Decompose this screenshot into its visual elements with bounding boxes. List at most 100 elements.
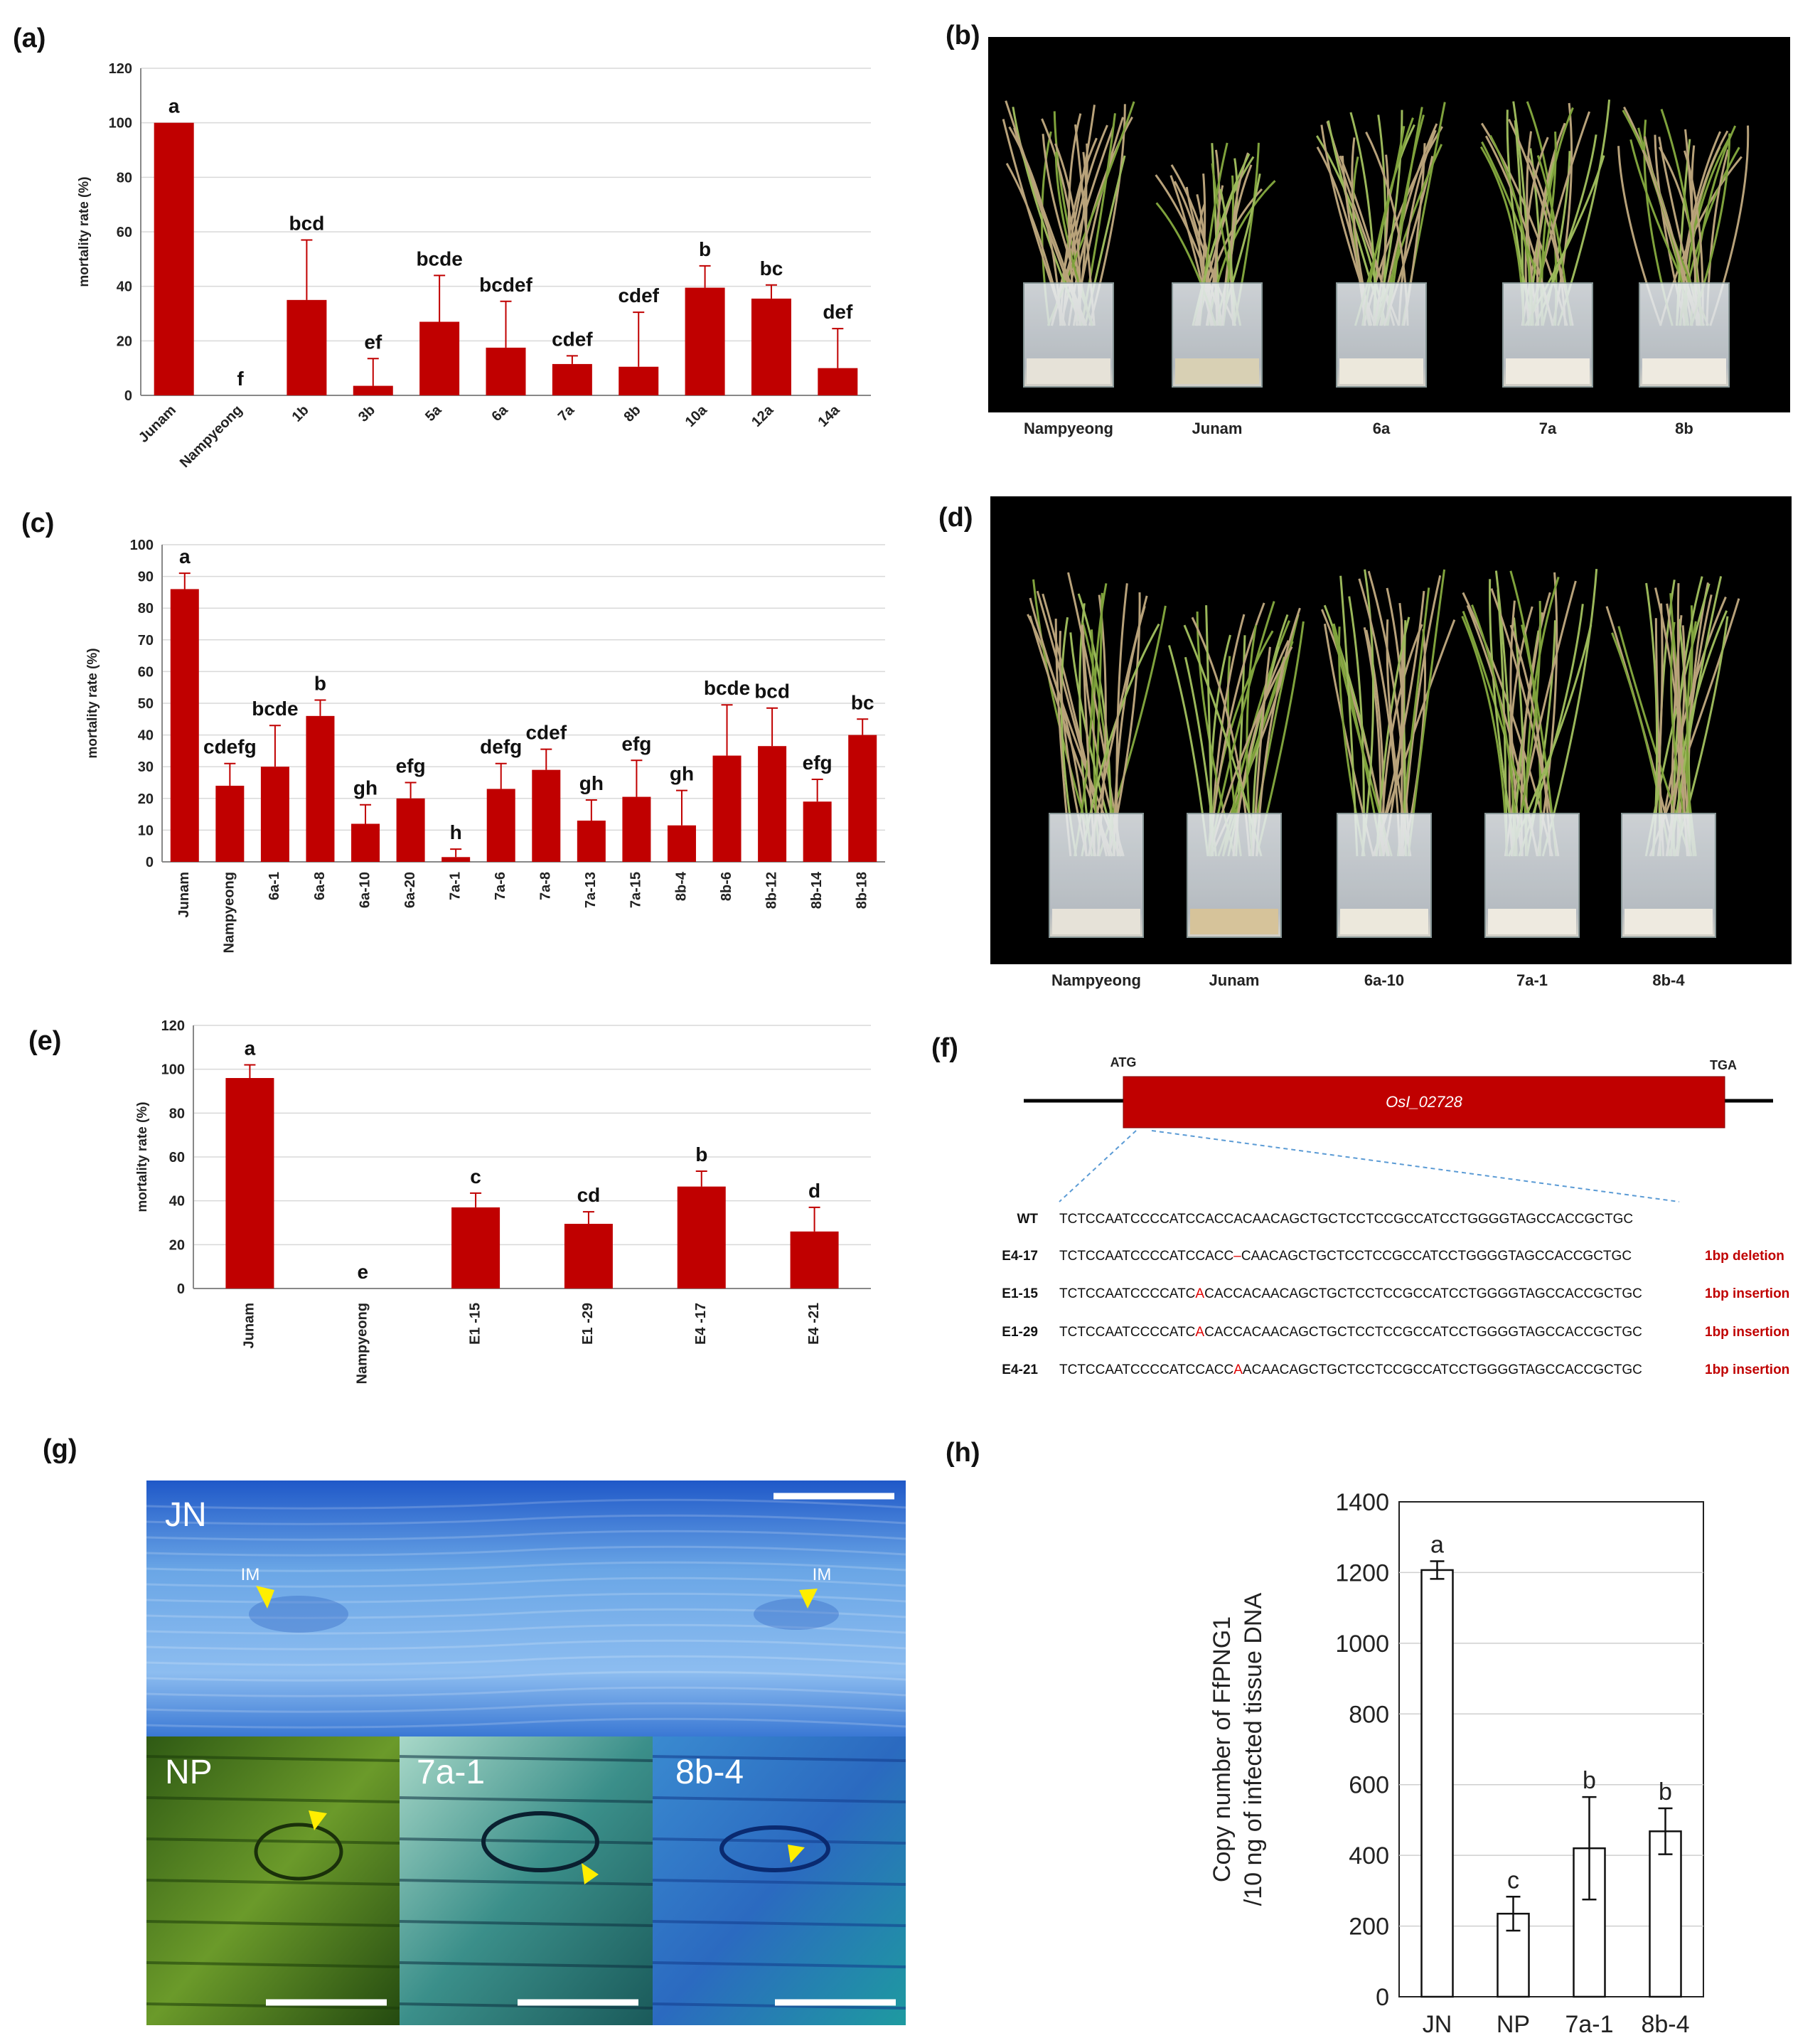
pot-soil bbox=[1052, 909, 1140, 934]
significance-letter: d bbox=[808, 1180, 820, 1202]
x-tick-label: 3b bbox=[355, 402, 378, 425]
sequence-name: E1-15 bbox=[1002, 1286, 1038, 1301]
x-tick-label: 6a bbox=[488, 402, 511, 425]
significance-letter: defg bbox=[480, 736, 522, 758]
cell-wall-line bbox=[146, 1686, 906, 1697]
gene-model: OsI_02728 ATG TGA bbox=[1024, 1055, 1773, 1202]
sequence-text: TCTCCAATCCCCATCACACCACAACAGCTGCTCCTCCGCC… bbox=[1059, 1286, 1642, 1301]
y-axis-title: mortality rate (%) bbox=[85, 648, 100, 758]
photo-d-plants bbox=[1027, 569, 1740, 938]
cell-wall-line bbox=[146, 1837, 400, 1845]
significance-letter: bcde bbox=[704, 677, 750, 699]
pot-soil bbox=[1506, 358, 1590, 384]
cell-wall-line bbox=[652, 1837, 906, 1845]
bar bbox=[677, 1186, 726, 1289]
x-tick-label: 14a bbox=[815, 402, 843, 430]
mutation-note: 1bp insertion bbox=[1705, 1362, 1789, 1377]
y-tick-label: 10 bbox=[138, 823, 154, 838]
photo-b-plants bbox=[1002, 100, 1750, 388]
cell-wall-line bbox=[146, 1608, 906, 1619]
pot-soil bbox=[1339, 358, 1423, 384]
bar bbox=[577, 821, 606, 862]
significance-letter: bcdef bbox=[479, 274, 532, 296]
significance-letter: cdef bbox=[552, 328, 593, 350]
y-tick-label: 120 bbox=[109, 61, 132, 77]
bar bbox=[260, 767, 289, 862]
photo-d-label: Junam bbox=[1209, 971, 1260, 989]
bar bbox=[486, 789, 515, 862]
significance-letter: b bbox=[695, 1143, 707, 1165]
y-axis-title: mortality rate (%) bbox=[135, 1101, 150, 1212]
mutation-note: 1bp insertion bbox=[1705, 1286, 1789, 1301]
significance-letter: bcde bbox=[416, 247, 462, 270]
x-tick-label: 7a-8 bbox=[538, 872, 554, 900]
significance-letter: h bbox=[450, 821, 462, 843]
x-tick-label: 7a-13 bbox=[583, 872, 599, 908]
sequence-name: E4-21 bbox=[1002, 1362, 1038, 1377]
significance-letter: cdef bbox=[618, 284, 659, 306]
cell-wall-line bbox=[399, 2002, 653, 2010]
im-label-right: IM bbox=[813, 1565, 832, 1584]
significance-letter: gh bbox=[670, 763, 694, 785]
significance-letter: cdef bbox=[525, 722, 567, 744]
photo-b-label: 6a bbox=[1373, 420, 1391, 437]
cell-wall-line bbox=[146, 1592, 906, 1604]
y-tick-label: 20 bbox=[138, 791, 154, 807]
x-tick-label: 7a-1 bbox=[447, 872, 463, 900]
mutation-note: 1bp deletion bbox=[1705, 1249, 1784, 1264]
cell-wall-line bbox=[146, 2002, 400, 2010]
cell-wall-line bbox=[652, 1755, 906, 1762]
cell-wall-line bbox=[146, 1879, 400, 1886]
bar bbox=[225, 1078, 274, 1289]
significance-letter: b bbox=[314, 673, 326, 695]
cell-wall-line bbox=[146, 1961, 400, 1968]
micrograph-jn-texture bbox=[146, 1498, 906, 1729]
significance-letter: b bbox=[699, 238, 711, 260]
significance-letter: efg bbox=[803, 752, 833, 774]
significance-letter: f bbox=[237, 368, 244, 390]
significance-letter: bcde bbox=[252, 698, 298, 720]
bar bbox=[619, 366, 659, 395]
x-tick-label: 8b-6 bbox=[719, 872, 734, 901]
stop-codon-label: TGA bbox=[1710, 1058, 1737, 1072]
gene-exon-box bbox=[1123, 1076, 1725, 1129]
bar bbox=[803, 801, 832, 862]
cell-wall-line bbox=[146, 1561, 906, 1572]
photo-d-label: 6a-10 bbox=[1364, 971, 1404, 989]
x-tick-label: Nampyeong bbox=[355, 1303, 370, 1384]
y-tick-label: 40 bbox=[117, 279, 132, 295]
x-tick-label: Nampyeong bbox=[177, 402, 245, 471]
bar bbox=[154, 122, 194, 395]
x-tick-label: Junam bbox=[176, 872, 192, 917]
photo-b-label: Nampyeong bbox=[1024, 420, 1113, 437]
significance-letter: cdefg bbox=[203, 736, 257, 758]
y-tick-label: 80 bbox=[138, 601, 154, 617]
sequence-text: TCTCCAATCCCCATCCACC–CAACAGCTGCTCCTCCGCCA… bbox=[1059, 1249, 1632, 1264]
sequence-name: WT bbox=[1017, 1212, 1038, 1227]
cell-wall-line bbox=[146, 1920, 400, 1927]
cell-wall-line bbox=[652, 1920, 906, 1927]
significance-letter: b bbox=[1659, 1778, 1672, 1805]
x-tick-label: 8b-4 bbox=[1641, 2011, 1689, 2038]
significance-letter: a bbox=[245, 1037, 256, 1060]
panel-label-d: (d) bbox=[938, 503, 973, 533]
plant-leaf bbox=[1407, 569, 1446, 857]
x-tick-label: Junam bbox=[242, 1303, 257, 1348]
sequence-alignment: WT TCTCCAATCCCCATCCACCACAACAGCTGCTCCTCCGC… bbox=[1002, 1212, 1789, 1377]
y-tick-label: 70 bbox=[138, 633, 154, 649]
bar bbox=[1573, 1847, 1606, 1998]
bar bbox=[396, 798, 425, 862]
arrowhead-8b-4 bbox=[788, 1845, 805, 1863]
y-tick-label: 1000 bbox=[1335, 1631, 1389, 1658]
panel-label-e: (e) bbox=[28, 1026, 61, 1056]
plant-leaf bbox=[1367, 570, 1410, 857]
bar bbox=[712, 755, 742, 862]
significance-letter: bc bbox=[851, 691, 874, 713]
significance-letter: efg bbox=[621, 732, 651, 754]
micrograph-jn bbox=[146, 1481, 906, 1736]
x-tick-label: 6a-1 bbox=[267, 872, 282, 900]
significance-letter: gh bbox=[353, 777, 378, 799]
x-tick-label: E1 -15 bbox=[467, 1303, 483, 1345]
significance-letter: e bbox=[357, 1261, 368, 1283]
pot-soil bbox=[1488, 909, 1576, 934]
